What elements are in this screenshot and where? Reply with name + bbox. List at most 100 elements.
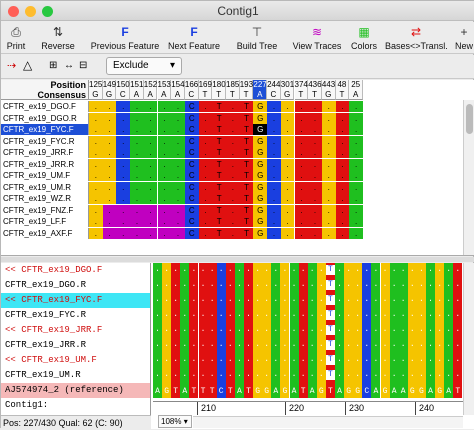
position-header-cell[interactable]: 152	[143, 80, 158, 90]
alignment-row-name[interactable]: CFTR_ex19_AXF.F	[1, 227, 89, 239]
trace-base: .	[273, 310, 279, 319]
alignment-cell: .	[308, 193, 322, 204]
position-header-cell[interactable]: 180	[212, 80, 226, 90]
position-header-cell[interactable]: 153	[157, 80, 172, 90]
position-header-cell[interactable]: 374	[294, 80, 309, 90]
alignment-cell: C	[184, 112, 199, 124]
pane-splitter[interactable]	[1, 257, 474, 262]
zoom-window-button[interactable]	[42, 6, 53, 17]
position-header-cell[interactable]: 149	[102, 80, 117, 90]
alignment-row-name[interactable]: CFTR_ex19_FYC.F	[1, 124, 89, 135]
trace-base: .	[355, 325, 361, 334]
ruler-label: 210	[201, 403, 217, 413]
trace-horizontal-scrollbar[interactable]	[193, 416, 463, 428]
close-window-button[interactable]	[8, 6, 19, 17]
alignment-cell: .	[294, 101, 309, 112]
alignment-vertical-scrollbar[interactable]	[463, 100, 474, 255]
position-header-cell[interactable]: 48	[335, 80, 350, 90]
triangle-tool-icon[interactable]: △	[23, 58, 33, 72]
alignment-row-name[interactable]: CFTR_ex19_LF.F	[1, 216, 89, 227]
trace-base: .	[437, 280, 442, 289]
alignment-row-name[interactable]: CFTR_ex19_DGO.F	[1, 101, 89, 112]
print-button[interactable]: ⎙ Print	[3, 23, 29, 53]
trace-name[interactable]: Contig1:	[5, 400, 49, 410]
trace-name[interactable]: CFTR_ex19_DGO.R	[5, 280, 87, 290]
grid-header-labels: Position Consensus	[1, 80, 89, 100]
alignment-cell: .	[198, 112, 213, 124]
position-header-cell[interactable]: 301	[280, 80, 295, 90]
alignment-row-name[interactable]: CFTR_ex19_FNZ.F	[1, 204, 89, 216]
previous-feature-button[interactable]: F Previous Feature	[90, 25, 160, 51]
bases-translation-button[interactable]: ⇄ Bases<>Transl.	[385, 25, 448, 51]
position-header-cell[interactable]: 193	[239, 80, 254, 90]
shift-icon[interactable]: ↔	[64, 60, 74, 71]
trace-base: .	[437, 310, 442, 319]
alignment-cell: .	[280, 112, 295, 124]
minimize-window-button[interactable]	[25, 6, 36, 17]
trace-base: .	[291, 370, 297, 379]
collapse-icon[interactable]: ⊟	[79, 60, 88, 71]
alignment-row-name[interactable]: CFTR_ex19_UM.R	[1, 181, 89, 193]
trace-base: .	[409, 310, 415, 319]
trace-name[interactable]: << CFTR_ex19_FYC.F	[1, 293, 150, 308]
trace-name[interactable]: << CFTR_ex19_JRR.F	[5, 325, 103, 335]
alignment-cell: C	[184, 193, 199, 204]
position-header-cell[interactable]: 185	[226, 80, 240, 90]
position-header-cell[interactable]: 169	[198, 80, 213, 90]
trace-vertical-scrollbar[interactable]	[463, 263, 474, 415]
position-header-cell[interactable]: 244	[267, 80, 281, 90]
trace-view[interactable]: ........................................…	[153, 263, 463, 415]
position-header-cell[interactable]: 443	[321, 80, 336, 90]
new-icon: +	[460, 25, 468, 39]
alignment-row-name[interactable]: CFTR_ex19_UM.F	[1, 170, 89, 181]
alignment-row-name[interactable]: CFTR_ex19_JRR.R	[1, 158, 89, 170]
position-header-cell[interactable]: 166	[184, 80, 199, 90]
trace-base: .	[446, 325, 452, 334]
colors-button[interactable]: ▦ Colors	[350, 25, 377, 51]
next-feature-button[interactable]: F Next Feature	[167, 25, 221, 51]
alignment-cell: .	[321, 124, 336, 135]
trace-name[interactable]: CFTR_ex19_UM.R	[5, 370, 81, 380]
alignment-cell: .	[349, 112, 363, 124]
alignment-row-name[interactable]: CFTR_ex19_DGO.R	[1, 112, 89, 124]
position-header-cell[interactable]: 25	[349, 80, 363, 90]
scroll-thumb[interactable]	[466, 104, 473, 134]
new-button[interactable]: + New	[454, 25, 473, 51]
trace-name[interactable]: AJ574974_2 (reference)	[1, 383, 150, 398]
alignment-cell: T	[212, 181, 226, 193]
position-header-cell[interactable]: 154	[171, 80, 185, 90]
trace-name[interactable]: << CFTR_ex19_UM.F	[5, 355, 97, 365]
trace-name[interactable]: CFTR_ex19_FYC.R	[5, 310, 87, 320]
build-tree-button[interactable]: ⊤ Build Tree	[236, 25, 278, 51]
consensus-cell: T	[212, 90, 226, 100]
expand-icon[interactable]: ⊞	[49, 60, 58, 71]
ruler-label: 240	[419, 403, 435, 413]
consensus-cell: A	[349, 90, 363, 100]
trace-column: ........	[426, 263, 436, 387]
trace-base: .	[255, 325, 260, 334]
trace-name[interactable]: CFTR_ex19_JRR.R	[5, 340, 87, 350]
trace-column: ........	[362, 263, 372, 387]
view-traces-button[interactable]: ≋ View Traces	[292, 25, 342, 51]
alignment-row-name[interactable]: CFTR_ex19_WZ.R	[1, 193, 89, 204]
exclude-dropdown[interactable]: Exclude ▾	[106, 57, 182, 75]
position-header-cell[interactable]: 151	[130, 80, 144, 90]
trace-column: ........	[444, 263, 454, 387]
trace-base: .	[191, 355, 197, 364]
position-header-cell[interactable]: 227	[253, 80, 268, 90]
reverse-button[interactable]: ⇅ Reverse	[39, 23, 77, 53]
alignment-cell: .	[294, 193, 309, 204]
position-header-cell[interactable]: 150	[116, 80, 131, 90]
trace-base: .	[273, 370, 279, 379]
trace-name[interactable]: << CFTR_ex19_DGO.F	[5, 265, 103, 275]
trace-base: .	[346, 280, 351, 289]
alignment-cell: T	[212, 158, 226, 170]
position-header-cell[interactable]: 125	[89, 80, 103, 90]
position-header-cell[interactable]: 436	[308, 80, 322, 90]
alignment-row-name[interactable]: CFTR_ex19_JRR.F	[1, 147, 89, 158]
alignment-row-name[interactable]: CFTR_ex19_FYC.R	[1, 135, 89, 147]
select-mode-icon[interactable]: ⇢	[7, 60, 17, 72]
trace-base: .	[364, 310, 370, 319]
zoom-select[interactable]: 108% ▾	[158, 415, 192, 428]
